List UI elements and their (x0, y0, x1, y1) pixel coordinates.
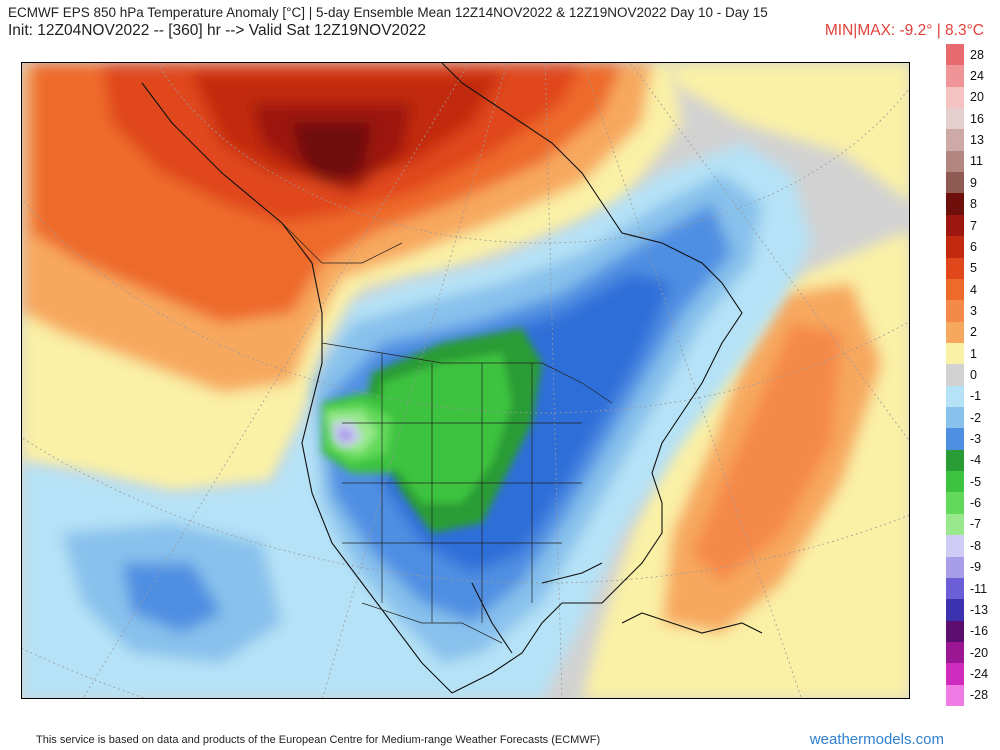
legend-swatch (946, 620, 964, 643)
legend-swatch (946, 236, 964, 259)
legend-swatch (946, 599, 964, 622)
legend-label: 6 (970, 239, 977, 254)
legend-label: 7 (970, 218, 977, 233)
min-max-readout: MIN|MAX: -9.2° | 8.3°C (824, 22, 984, 39)
legend-label: -6 (970, 496, 982, 511)
legend-label: 3 (970, 303, 977, 318)
legend-label: -8 (970, 538, 982, 553)
legend-swatch (946, 129, 964, 152)
legend-swatch (946, 193, 964, 216)
legend-label: 9 (970, 175, 977, 190)
legend-label: -5 (970, 474, 982, 489)
legend-swatch (946, 300, 964, 323)
legend-label: 1 (970, 346, 977, 361)
legend-label: -20 (970, 645, 989, 660)
legend-swatch (946, 492, 964, 515)
legend-label: 24 (970, 69, 984, 84)
legend-label: -4 (970, 453, 982, 468)
legend-swatch (946, 86, 964, 109)
map-title: ECMWF EPS 850 hPa Temperature Anomaly [°… (8, 5, 768, 20)
legend-label: -28 (970, 688, 989, 703)
legend-swatch (946, 428, 964, 451)
legend-swatch (946, 65, 964, 88)
near-zero-warm-bands (582, 63, 909, 698)
political-borders (281, 222, 613, 644)
legend-swatch (946, 641, 964, 664)
legend-label: -13 (970, 602, 989, 617)
warm-anomaly-region (22, 63, 682, 493)
legend-label: 8 (970, 197, 977, 212)
legend-label: -1 (970, 389, 982, 404)
legend-swatch (946, 108, 964, 130)
legend-label: 11 (970, 154, 983, 169)
legend-swatch (946, 321, 964, 344)
legend-swatch (946, 214, 964, 237)
legend-swatch (946, 44, 964, 66)
legend-label: 5 (970, 261, 977, 276)
legend-label: -11 (970, 581, 988, 596)
data-attribution: This service is based on data and produc… (36, 734, 601, 746)
map-subtitle: Init: 12Z04NOV2022 -- [360] hr --> Valid… (8, 22, 427, 39)
anomaly-map (21, 62, 910, 699)
color-scale-legend: 28 24 20 16 13 11 9 8 7 6 5 4 3 2 1 0 -1 -2 -3 -4 -5 -6 -7 -8 -9… (946, 44, 988, 707)
legend-swatch (946, 278, 964, 301)
legend-swatch (946, 556, 964, 579)
legend-swatch (946, 342, 964, 365)
legend-swatch (946, 257, 964, 280)
legend-swatch (946, 684, 964, 707)
legend-label: 13 (970, 133, 984, 148)
legend-label: 2 (970, 325, 977, 340)
legend-label: 20 (970, 90, 984, 105)
legend-swatch (946, 407, 964, 429)
anomaly-map-canvas (22, 63, 909, 698)
cold-green-region (322, 328, 542, 533)
legend-swatch (946, 535, 964, 557)
legend-swatch (946, 150, 964, 173)
legend-label: -2 (970, 410, 982, 425)
legend-label: 0 (970, 368, 977, 382)
legend-swatch (946, 172, 964, 194)
legend-label: -7 (970, 517, 982, 532)
legend-label: 28 (970, 47, 984, 62)
legend-swatch (946, 471, 964, 493)
legend-swatch (946, 449, 964, 472)
legend-swatch (946, 513, 964, 536)
legend-swatch (946, 364, 964, 387)
legend-label: -3 (970, 432, 982, 447)
legend-label: 4 (970, 282, 977, 297)
site-link[interactable]: weathermodels.com (809, 731, 944, 748)
legend-swatch (946, 663, 964, 686)
legend-swatch (946, 577, 964, 600)
legend-label: -9 (970, 560, 982, 575)
legend-label: 16 (970, 111, 984, 126)
legend-swatch (946, 385, 964, 408)
legend-label: -16 (970, 624, 989, 639)
legend-label: -24 (970, 666, 989, 681)
